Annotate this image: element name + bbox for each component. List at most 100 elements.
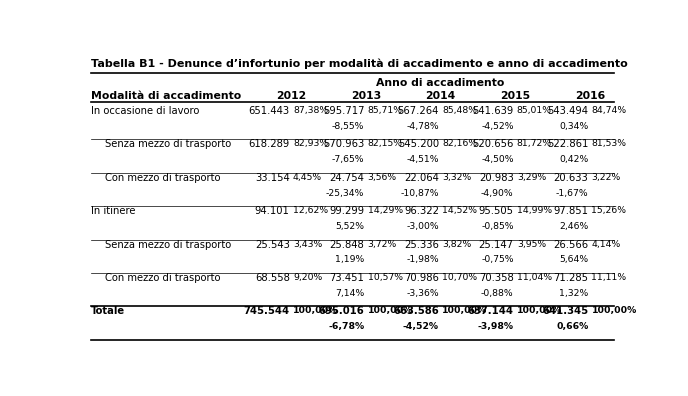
Text: 520.656: 520.656 [472, 139, 514, 149]
Text: 84,74%: 84,74% [592, 106, 627, 115]
Text: 82,15%: 82,15% [367, 139, 402, 148]
Text: Con mezzo di trasporto: Con mezzo di trasporto [105, 273, 220, 283]
Text: 95.505: 95.505 [479, 206, 514, 216]
Text: 100,00%: 100,00% [293, 307, 338, 315]
Text: 100,00%: 100,00% [592, 307, 636, 315]
Text: 541.639: 541.639 [473, 106, 514, 116]
Text: 22.064: 22.064 [404, 173, 439, 183]
Text: -8,55%: -8,55% [332, 122, 365, 131]
Text: 3,82%: 3,82% [442, 240, 471, 249]
Text: 25.543: 25.543 [255, 240, 290, 249]
Text: 25.336: 25.336 [404, 240, 439, 249]
Text: 637.144: 637.144 [468, 307, 514, 316]
Text: Con mezzo di trasporto: Con mezzo di trasporto [105, 173, 220, 183]
Text: 3,56%: 3,56% [367, 173, 397, 182]
Text: 33.154: 33.154 [255, 173, 290, 183]
Text: -25,34%: -25,34% [326, 189, 365, 198]
Text: 73.451: 73.451 [330, 273, 365, 283]
Text: 3,95%: 3,95% [517, 240, 546, 249]
Text: 85,71%: 85,71% [367, 106, 402, 115]
Text: In itinere: In itinere [92, 206, 136, 216]
Text: 0,66%: 0,66% [556, 322, 588, 331]
Text: -0,75%: -0,75% [481, 255, 514, 265]
Text: 4,14%: 4,14% [592, 240, 621, 249]
Text: 5,52%: 5,52% [335, 222, 365, 231]
Text: 25.848: 25.848 [330, 240, 365, 249]
Text: 570.963: 570.963 [323, 139, 365, 149]
Text: 11,11%: 11,11% [592, 273, 627, 282]
Text: -4,50%: -4,50% [481, 155, 514, 164]
Text: 7,14%: 7,14% [335, 289, 365, 298]
Text: 545.200: 545.200 [398, 139, 439, 149]
Text: -6,78%: -6,78% [328, 322, 365, 331]
Text: 25.147: 25.147 [479, 240, 514, 249]
Text: 70.358: 70.358 [479, 273, 514, 283]
Text: 100,00%: 100,00% [517, 307, 562, 315]
Text: 11,04%: 11,04% [517, 273, 552, 282]
Text: 24.754: 24.754 [330, 173, 365, 183]
Text: 0,42%: 0,42% [559, 155, 588, 164]
Text: 20.633: 20.633 [554, 173, 588, 183]
Text: 70.986: 70.986 [404, 273, 439, 283]
Text: -3,00%: -3,00% [407, 222, 439, 231]
Text: 4,45%: 4,45% [293, 173, 322, 182]
Text: -1,67%: -1,67% [556, 189, 588, 198]
Text: 14,52%: 14,52% [442, 206, 477, 215]
Text: 20.983: 20.983 [479, 173, 514, 183]
Text: 2016: 2016 [574, 91, 605, 101]
Text: -7,65%: -7,65% [332, 155, 365, 164]
Text: In occasione di lavoro: In occasione di lavoro [92, 106, 200, 116]
Text: 87,38%: 87,38% [293, 106, 328, 115]
Text: -3,98%: -3,98% [477, 322, 514, 331]
Text: 14,99%: 14,99% [517, 206, 552, 215]
Text: 2,46%: 2,46% [559, 222, 588, 231]
Text: 2015: 2015 [500, 91, 530, 101]
Text: Tabella B1 - Denunce d’infortunio per modalità di accadimento e anno di accadime: Tabella B1 - Denunce d’infortunio per mo… [92, 58, 628, 69]
Text: 15,26%: 15,26% [592, 206, 627, 215]
Text: 26.566: 26.566 [553, 240, 588, 249]
Text: 96.322: 96.322 [404, 206, 439, 216]
Text: 10,57%: 10,57% [367, 273, 402, 282]
Text: 595.717: 595.717 [323, 106, 365, 116]
Text: 99.299: 99.299 [329, 206, 365, 216]
Text: 641.345: 641.345 [542, 307, 588, 316]
Text: 81,53%: 81,53% [592, 139, 627, 148]
Text: -10,87%: -10,87% [400, 189, 439, 198]
Text: 100,00%: 100,00% [367, 307, 413, 315]
Text: 3,43%: 3,43% [293, 240, 322, 249]
Text: 2013: 2013 [351, 91, 381, 101]
Text: 14,29%: 14,29% [367, 206, 402, 215]
Text: -4,51%: -4,51% [407, 155, 439, 164]
Text: -4,52%: -4,52% [403, 322, 439, 331]
Text: -0,85%: -0,85% [481, 222, 514, 231]
Text: 68.558: 68.558 [255, 273, 290, 283]
Text: 1,32%: 1,32% [559, 289, 588, 298]
Text: Modalità di accadimento: Modalità di accadimento [92, 91, 241, 101]
Text: -1,98%: -1,98% [407, 255, 439, 265]
Text: 567.264: 567.264 [398, 106, 439, 116]
Text: -4,90%: -4,90% [481, 189, 514, 198]
Text: 2014: 2014 [425, 91, 455, 101]
Text: Senza mezzo di trasporto: Senza mezzo di trasporto [105, 240, 231, 249]
Text: 651.443: 651.443 [248, 106, 290, 116]
Text: 100,00%: 100,00% [442, 307, 487, 315]
Text: Senza mezzo di trasporto: Senza mezzo di trasporto [105, 139, 231, 149]
Text: 3,72%: 3,72% [367, 240, 397, 249]
Text: 3,29%: 3,29% [517, 173, 546, 182]
Text: 3,32%: 3,32% [442, 173, 471, 182]
Text: 618.289: 618.289 [248, 139, 290, 149]
Text: 3,22%: 3,22% [592, 173, 621, 182]
Text: 745.544: 745.544 [244, 307, 290, 316]
Text: 0,34%: 0,34% [559, 122, 588, 131]
Text: 12,62%: 12,62% [293, 206, 328, 215]
Text: 97.851: 97.851 [553, 206, 588, 216]
Text: 94.101: 94.101 [255, 206, 290, 216]
Text: 85,01%: 85,01% [517, 106, 552, 115]
Text: 543.494: 543.494 [547, 106, 588, 116]
Text: 2012: 2012 [276, 91, 306, 101]
Text: 695.016: 695.016 [319, 307, 365, 316]
Text: 9,20%: 9,20% [293, 273, 322, 282]
Text: 5,64%: 5,64% [559, 255, 588, 265]
Text: 82,93%: 82,93% [293, 139, 328, 148]
Text: 1,19%: 1,19% [335, 255, 365, 265]
